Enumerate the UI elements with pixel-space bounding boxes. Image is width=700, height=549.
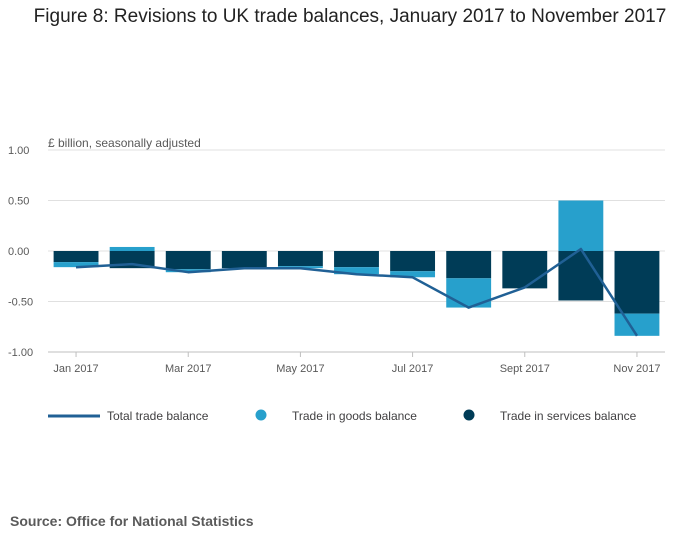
x-tick-label: Sept 2017 [500,363,550,375]
y-tick-label: 0.00 [8,246,29,258]
goods-bar [614,313,660,336]
legend-goods-swatch [255,409,267,421]
x-axis: Jan 2017 Mar 2017 May 2017 Jul 2017 Sept 201… [48,351,665,375]
x-tick-label: Jan 2017 [53,363,98,375]
goods-bar [390,271,436,278]
legend-label-services: Trade in services balance [500,409,637,423]
services-bar [53,251,99,263]
y-tick-label: 0.50 [8,196,29,208]
y-tick-label: -0.50 [8,297,33,309]
services-bar [221,251,267,269]
legend-label-goods: Trade in goods balance [292,409,417,423]
total-trade-line [75,247,639,337]
bars [53,200,660,336]
y-tick-label: -1.00 [8,347,33,359]
services-bar [334,251,379,268]
goods-bar [165,269,211,273]
goods-bar [109,246,155,251]
goods-bar [334,267,379,275]
x-tick-label: Jul 2017 [392,363,434,375]
total-line [75,247,639,337]
chart-title: Figure 8: Revisions to UK trade balances… [33,6,667,27]
legend-services-swatch [463,409,475,421]
y-axis-unit-label: £ billion, seasonally adjusted [48,136,201,150]
legend-label-total: Total trade balance [107,409,209,423]
goods-bar [53,262,99,268]
services-bar [277,251,323,267]
services-bar [446,251,492,279]
services-bar [165,251,211,270]
x-tick-label: May 2017 [276,363,324,375]
y-axis-ticks: 1.00 0.50 0.00 -0.50 -1.00 [8,145,33,359]
services-bar [502,251,548,289]
y-tick-label: 1.00 [8,145,29,157]
x-tick-label: Nov 2017 [613,363,660,375]
x-tick-label: Mar 2017 [165,363,211,375]
goods-bar [558,200,604,251]
services-bar [614,251,660,314]
source-note: Source: Office for National Statistics [10,513,254,529]
legend: Total trade balance Trade in goods balanc… [48,409,637,423]
services-bar [390,251,436,272]
